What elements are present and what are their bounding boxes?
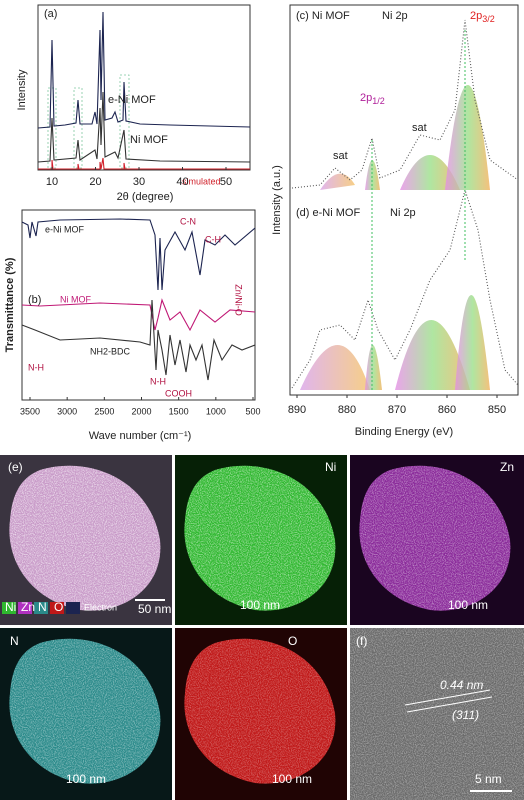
scale-bar: 100 nm	[240, 598, 280, 612]
x-label: Binding Energy (eV)	[355, 426, 453, 438]
curve	[21, 298, 256, 332]
x-tick-label: 10	[46, 176, 58, 188]
scale-bar: 100 nm	[448, 598, 488, 612]
x-tick-label: 40	[176, 176, 188, 188]
annotation: N-H	[150, 376, 166, 386]
annotation: C-N	[180, 216, 196, 226]
x-tick-label: 2000	[131, 406, 151, 416]
x-tick-label: 3000	[57, 406, 77, 416]
curve	[37, 91, 251, 163]
x-tick-label: 870	[388, 404, 406, 416]
legend-entry: Electron	[84, 602, 117, 612]
y-label: Intensity (a.u.)	[271, 165, 283, 235]
annotation: N-H	[28, 362, 44, 372]
scale-bar: 100 nm	[66, 772, 106, 786]
element: Ni 2p	[390, 207, 416, 219]
fit	[395, 320, 470, 390]
panel-label: (b)	[28, 294, 41, 306]
x-tick-label: 1500	[169, 406, 189, 416]
x-tick-label: 850	[488, 404, 506, 416]
curve	[21, 218, 256, 291]
spacing: 0.44 nm	[440, 678, 483, 692]
fit	[455, 295, 490, 390]
fit	[365, 345, 382, 390]
map-label: Ni	[325, 460, 336, 474]
marker	[404, 689, 491, 706]
frame	[37, 4, 251, 171]
sat-label: sat	[412, 122, 427, 134]
legend-entry: O	[54, 600, 63, 614]
svg-text:2p1/2: 2p1/2	[360, 92, 385, 106]
map-label: N	[10, 634, 19, 648]
map-label: O	[288, 634, 297, 648]
fit	[365, 160, 380, 190]
curve	[291, 19, 519, 189]
panel-b: (b) e-Ni MOF Ni MOF NH2-BDC C-N C-H Zn/N…	[4, 209, 256, 442]
legend: Ni Zn N O Electron	[2, 600, 117, 614]
panel-cd: (c) Ni MOF Ni 2p 2p3/2 2p1/2 sat sat (d)…	[271, 4, 519, 438]
x-tick-label: 30	[133, 176, 145, 188]
series-label: e-Ni MOF	[45, 224, 84, 234]
svg-text:2p3/2: 2p3/2	[470, 10, 495, 24]
map-label: Zn	[500, 460, 514, 474]
scale-bar: 100 nm	[272, 772, 312, 786]
panel-label: (e)	[8, 460, 23, 474]
x-tick-label: 20	[89, 176, 101, 188]
fit	[320, 173, 355, 190]
micrographs: (e) Ni Zn N O Electron 50 nm Ni 100 nm Z…	[0, 455, 524, 800]
x-tick-label: 890	[288, 404, 306, 416]
x-label: Wave number (cm⁻¹)	[89, 430, 192, 442]
x-label: 2θ (degree)	[117, 191, 174, 203]
fit	[400, 155, 460, 190]
x-tick-label: 860	[438, 404, 456, 416]
series-label: e-Ni MOF	[108, 94, 156, 106]
x-tick-label: 1000	[206, 406, 226, 416]
fit	[300, 345, 370, 390]
peak-label: 2p	[470, 10, 482, 22]
peak-sub: 3/2	[482, 14, 495, 24]
element: Ni 2p	[382, 10, 408, 22]
panel-label: (c) Ni MOF	[296, 10, 350, 22]
legend-entry: Zn	[21, 600, 35, 614]
annotation: Zn/Ni-O	[234, 284, 244, 316]
scale-bar: 5 nm	[475, 772, 502, 786]
peak-sub: 1/2	[372, 96, 385, 106]
panel-label: (a)	[44, 8, 57, 20]
panel-label: (d) e-Ni MOF	[296, 207, 360, 219]
x-tick-label: 2500	[94, 406, 114, 416]
series-label: Ni MOF	[130, 134, 168, 146]
annotation: C-H	[205, 234, 221, 244]
annotation: COOH	[165, 388, 192, 398]
curve	[21, 299, 256, 381]
panel-label: (f)	[356, 634, 367, 648]
series-label: Ni MOF	[60, 294, 91, 304]
fit	[445, 85, 490, 190]
curve	[38, 157, 250, 170]
curve	[291, 188, 519, 389]
legend-entry: Ni	[5, 600, 16, 614]
plane: (311)	[452, 708, 479, 722]
series-label: NH2-BDC	[90, 346, 131, 356]
legend-entry: N	[38, 600, 47, 614]
x-tick-label: 50	[220, 176, 232, 188]
marker	[406, 696, 493, 713]
series-label: simulated	[182, 176, 221, 186]
peak-label: 2p	[360, 92, 372, 104]
x-tick-label: 500	[245, 406, 260, 416]
y-label: Intensity	[16, 69, 28, 110]
x-tick-label: 880	[338, 404, 356, 416]
sat-label: sat	[333, 150, 348, 162]
y-label: Transmittance (%)	[4, 257, 16, 352]
curve	[37, 11, 251, 129]
frame	[289, 4, 519, 396]
x-tick-label: 3500	[20, 406, 40, 416]
scale-bar: 50 nm	[138, 602, 171, 616]
panel-a: (a) e-Ni MOF Ni MOF simulated Intensity …	[16, 4, 251, 203]
